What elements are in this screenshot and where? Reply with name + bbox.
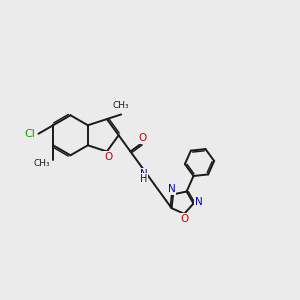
Text: O: O	[181, 214, 189, 224]
Text: O: O	[138, 133, 146, 143]
Text: N: N	[168, 184, 176, 194]
Text: H: H	[140, 174, 147, 184]
Text: Cl: Cl	[24, 129, 35, 139]
Text: CH₃: CH₃	[113, 101, 130, 110]
Text: N: N	[195, 197, 203, 207]
Text: N: N	[140, 169, 148, 179]
Text: CH₃: CH₃	[34, 159, 50, 168]
Text: O: O	[104, 152, 112, 162]
